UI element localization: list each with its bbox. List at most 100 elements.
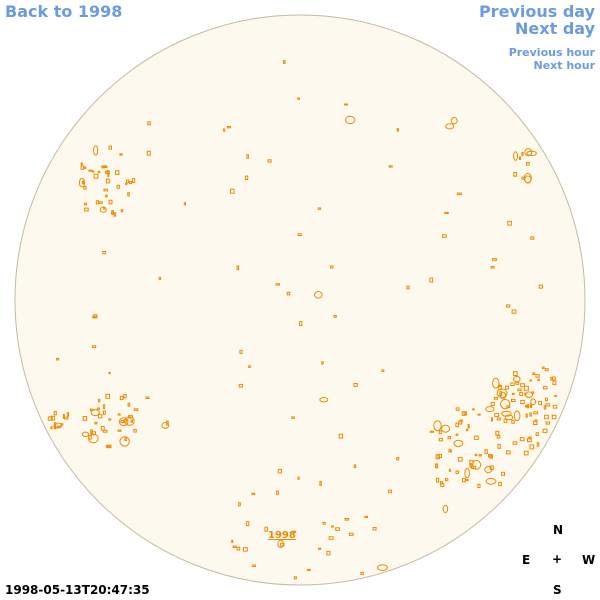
active-region-mark [328,536,334,540]
active-region-mark [478,454,482,457]
active-region-mark [293,576,297,580]
active-region-mark [500,399,511,410]
active-region-mark [166,420,169,426]
active-region-mark [457,456,463,462]
active-region-mark [267,159,272,163]
active-region-mark [529,412,532,417]
active-region-mark [102,429,108,433]
active-region-mark [489,454,493,459]
active-region-mark [84,202,87,206]
active-region-mark [494,412,500,417]
active-region-mark [506,450,511,455]
active-region-mark [517,388,522,392]
active-region-mark [117,429,122,432]
active-region-mark [440,481,443,485]
active-region-mark [88,433,99,444]
active-region-mark [544,414,549,420]
active-region-mark [442,234,447,238]
active-region-mark [106,170,110,175]
active-region-mark [513,151,519,161]
active-region-mark [291,530,297,533]
active-region-mark [511,392,515,396]
active-region-mark [335,527,340,531]
active-region-mark [145,396,150,399]
active-region-mark [106,178,110,184]
active-regions [47,60,558,580]
active-region-mark [133,408,139,411]
active-region-mark [455,422,459,428]
active-region-mark [238,502,241,507]
next-day-link[interactable]: Next day [515,19,595,38]
active-region-mark [474,453,478,457]
active-region-mark [455,407,460,411]
active-region-mark [101,165,106,169]
active-region-mark [277,468,282,474]
active-region-mark [531,391,535,395]
active-region-mark [489,465,494,470]
active-region-mark [448,448,452,453]
active-region-mark [344,103,349,106]
active-region-mark [105,393,111,399]
active-region-mark [465,478,469,482]
next-hour-link[interactable]: Next hour [533,59,596,72]
active-region-mark [492,258,497,261]
active-region-mark [123,394,127,399]
active-region-mark [102,251,107,255]
active-region-mark [98,413,103,419]
active-region-mark [448,468,451,472]
compass-west-label: W [582,553,596,567]
active-region-mark [435,463,438,469]
previous-day-link[interactable]: Previous day [478,2,595,21]
active-region-mark [364,515,368,518]
active-region-mark [396,128,400,132]
active-region-mark [94,421,98,425]
active-region-mark [437,453,442,458]
active-region-mark [506,304,511,308]
active-region-mark [442,504,449,514]
active-region-mark [103,410,106,415]
active-region-mark [438,430,442,435]
active-region-mark [64,416,69,420]
active-region-mark [469,463,472,468]
active-region-mark [319,480,322,486]
active-region-mark [92,345,97,349]
active-region-mark [84,166,87,169]
previous-hour-link[interactable]: Previous hour [508,46,595,59]
back-to-year-link[interactable]: Back to 1998 [5,2,123,21]
active-region-mark [552,376,556,381]
active-region-mark [498,385,502,391]
active-region-mark [319,397,329,403]
active-region-mark [493,396,498,400]
active-region-mark [246,154,249,159]
active-region-mark [81,180,85,185]
active-region-mark [510,382,515,387]
active-region-mark [105,194,108,198]
active-region-mark [545,397,548,402]
active-region-mark [280,542,285,547]
active-region-mark [544,368,549,372]
active-region-mark [458,420,463,425]
active-region-mark [108,145,112,150]
active-region-mark [116,184,121,189]
active-region-mark [124,436,127,442]
active-region-mark [529,444,535,450]
active-region-mark [96,407,100,410]
active-region-mark [297,97,301,100]
active-region-mark [521,151,524,156]
active-region-mark [306,568,311,572]
active-region-mark [501,410,512,417]
active-region-mark [552,380,557,386]
active-region-mark [472,459,482,470]
year-link[interactable]: 1998 [268,530,296,541]
active-region-mark [62,414,65,419]
active-region-mark [119,153,123,156]
active-region-mark [345,115,356,125]
active-region-mark [251,564,256,567]
active-region-mark [317,207,322,210]
active-region-mark [445,123,455,130]
active-region-mark [120,419,125,423]
compass-north-label: N [553,523,564,537]
active-region-mark [50,426,53,430]
active-region-mark [102,404,106,410]
active-region-mark [456,192,462,196]
